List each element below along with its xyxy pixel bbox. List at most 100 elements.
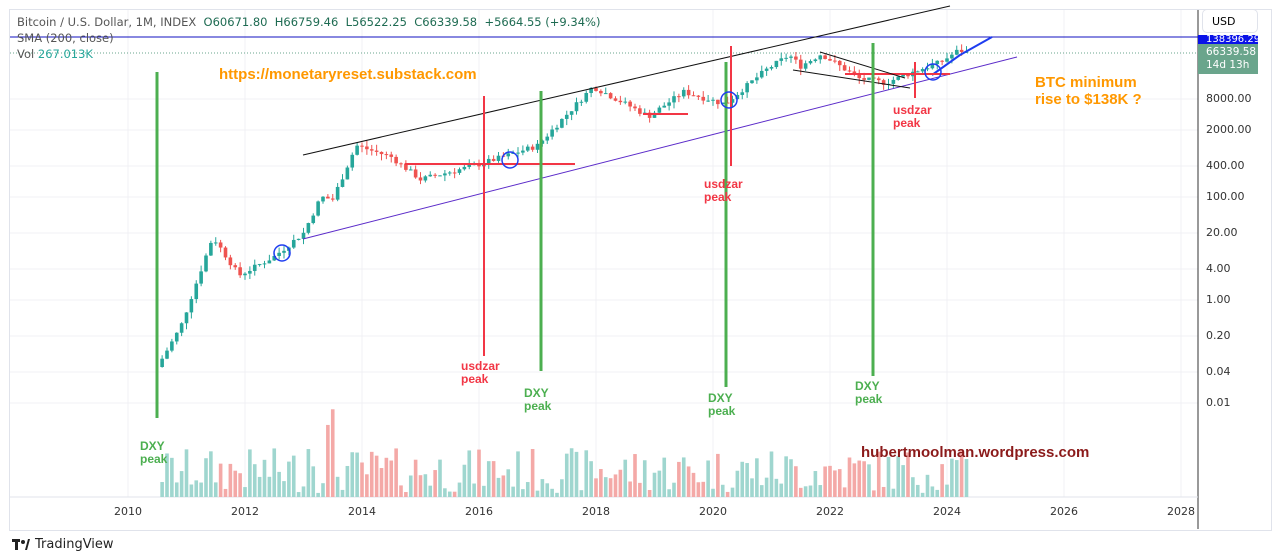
candle-body bbox=[833, 60, 837, 62]
volume-bar bbox=[837, 469, 842, 497]
volume-bar bbox=[345, 465, 350, 497]
candle-body bbox=[774, 60, 779, 68]
candle-body bbox=[896, 76, 901, 80]
volume-bar bbox=[720, 484, 725, 497]
peak-label: peak bbox=[855, 392, 883, 406]
volume-bar bbox=[277, 471, 281, 497]
y-tick-label: 1.00 bbox=[1206, 293, 1231, 306]
candle-body bbox=[321, 196, 325, 202]
volume-bar bbox=[321, 483, 325, 497]
candle-body bbox=[647, 112, 652, 118]
candle-body bbox=[438, 175, 442, 177]
volume-bar bbox=[725, 491, 730, 497]
candle-body bbox=[228, 257, 233, 266]
volume-bar bbox=[204, 458, 208, 497]
dxy-peak-label: DXY peak bbox=[708, 392, 735, 418]
volume-bar bbox=[360, 462, 364, 497]
volume-bar bbox=[906, 452, 910, 497]
candle-body bbox=[316, 201, 320, 216]
candle-body bbox=[599, 90, 603, 94]
volume-bar bbox=[340, 489, 345, 497]
volume-bar bbox=[355, 452, 359, 497]
candle-body bbox=[686, 89, 691, 96]
volume-bar bbox=[438, 459, 442, 497]
highlight-circle bbox=[720, 91, 738, 109]
x-tick-label: 2018 bbox=[582, 505, 610, 518]
candle-body bbox=[238, 267, 242, 276]
candle-body bbox=[272, 256, 277, 261]
candle-body bbox=[935, 60, 940, 65]
volume-bar bbox=[769, 451, 774, 497]
candle-body bbox=[267, 260, 272, 264]
dxy-label: DXY bbox=[140, 439, 165, 453]
volume-bar bbox=[457, 482, 462, 497]
volume-bar bbox=[399, 485, 403, 497]
volume-bar bbox=[574, 451, 579, 497]
tradingview-logo[interactable]: TradingView bbox=[12, 537, 114, 552]
candle-body bbox=[828, 58, 832, 61]
candle-body bbox=[740, 92, 745, 95]
volume-bar bbox=[423, 474, 428, 497]
peak-label: peak bbox=[708, 404, 736, 418]
volume-bar bbox=[545, 483, 550, 497]
candle-body bbox=[672, 96, 676, 103]
volume-bar bbox=[740, 461, 745, 497]
volume-bar bbox=[940, 464, 944, 497]
candle-body bbox=[750, 80, 754, 84]
candle-body bbox=[477, 164, 481, 167]
candle-body bbox=[209, 242, 213, 256]
volume-bar bbox=[589, 461, 593, 497]
volume-bar bbox=[267, 476, 272, 497]
candle-body bbox=[301, 232, 306, 239]
usdzar-label: usdzar bbox=[461, 359, 500, 373]
candle-body bbox=[223, 247, 228, 258]
volume-bar bbox=[482, 485, 486, 497]
volume-bar bbox=[540, 479, 545, 497]
currency-selector[interactable]: USD bbox=[1202, 9, 1258, 33]
candle-body bbox=[428, 174, 433, 177]
x-tick-label: 2012 bbox=[231, 505, 259, 518]
volume-bar bbox=[876, 451, 881, 497]
candle-body bbox=[569, 111, 574, 115]
usdzar-label: usdzar bbox=[893, 103, 932, 117]
volume-bar bbox=[189, 484, 194, 497]
candle-body bbox=[394, 156, 398, 164]
volume-bar bbox=[789, 459, 793, 497]
volume-bar bbox=[686, 466, 691, 497]
volume-bar bbox=[842, 487, 847, 497]
volume-bar bbox=[711, 488, 715, 497]
volume-bar bbox=[389, 460, 394, 497]
vol-value: 267.013K bbox=[37, 47, 93, 61]
volume-bar bbox=[677, 461, 681, 497]
candle-body bbox=[335, 186, 340, 200]
candle-body bbox=[296, 238, 301, 240]
chart-frame bbox=[9, 9, 1272, 531]
candle-body bbox=[204, 255, 208, 272]
volume-bar bbox=[535, 490, 540, 497]
volume-legend[interactable]: Vol 267.013K bbox=[17, 47, 93, 61]
volume-bar bbox=[287, 461, 291, 497]
volume-bar bbox=[408, 475, 413, 497]
volume-bar bbox=[594, 478, 598, 497]
volume-bar bbox=[506, 469, 511, 497]
candle-body bbox=[574, 102, 579, 112]
candle-body bbox=[623, 101, 628, 103]
upper-trendline bbox=[302, 5, 951, 156]
volume-bar bbox=[477, 449, 481, 497]
usdzar-peak-label: usdzar peak bbox=[893, 104, 932, 130]
volume-bar bbox=[291, 455, 296, 497]
volume-bar bbox=[248, 449, 252, 497]
ohlc-open: O60671.80 bbox=[203, 15, 268, 29]
x-tick-label: 2020 bbox=[699, 505, 727, 518]
candle-body bbox=[248, 270, 252, 274]
volume-bar bbox=[428, 485, 433, 497]
candle-body bbox=[194, 283, 199, 300]
volume-bar bbox=[165, 453, 169, 497]
candle-body bbox=[779, 58, 784, 61]
candle-body bbox=[959, 49, 964, 52]
x-tick-label: 2026 bbox=[1050, 505, 1078, 518]
sma-legend[interactable]: SMA (200, close) bbox=[17, 31, 114, 45]
candle-body bbox=[920, 69, 925, 72]
volume-bar bbox=[564, 453, 569, 497]
